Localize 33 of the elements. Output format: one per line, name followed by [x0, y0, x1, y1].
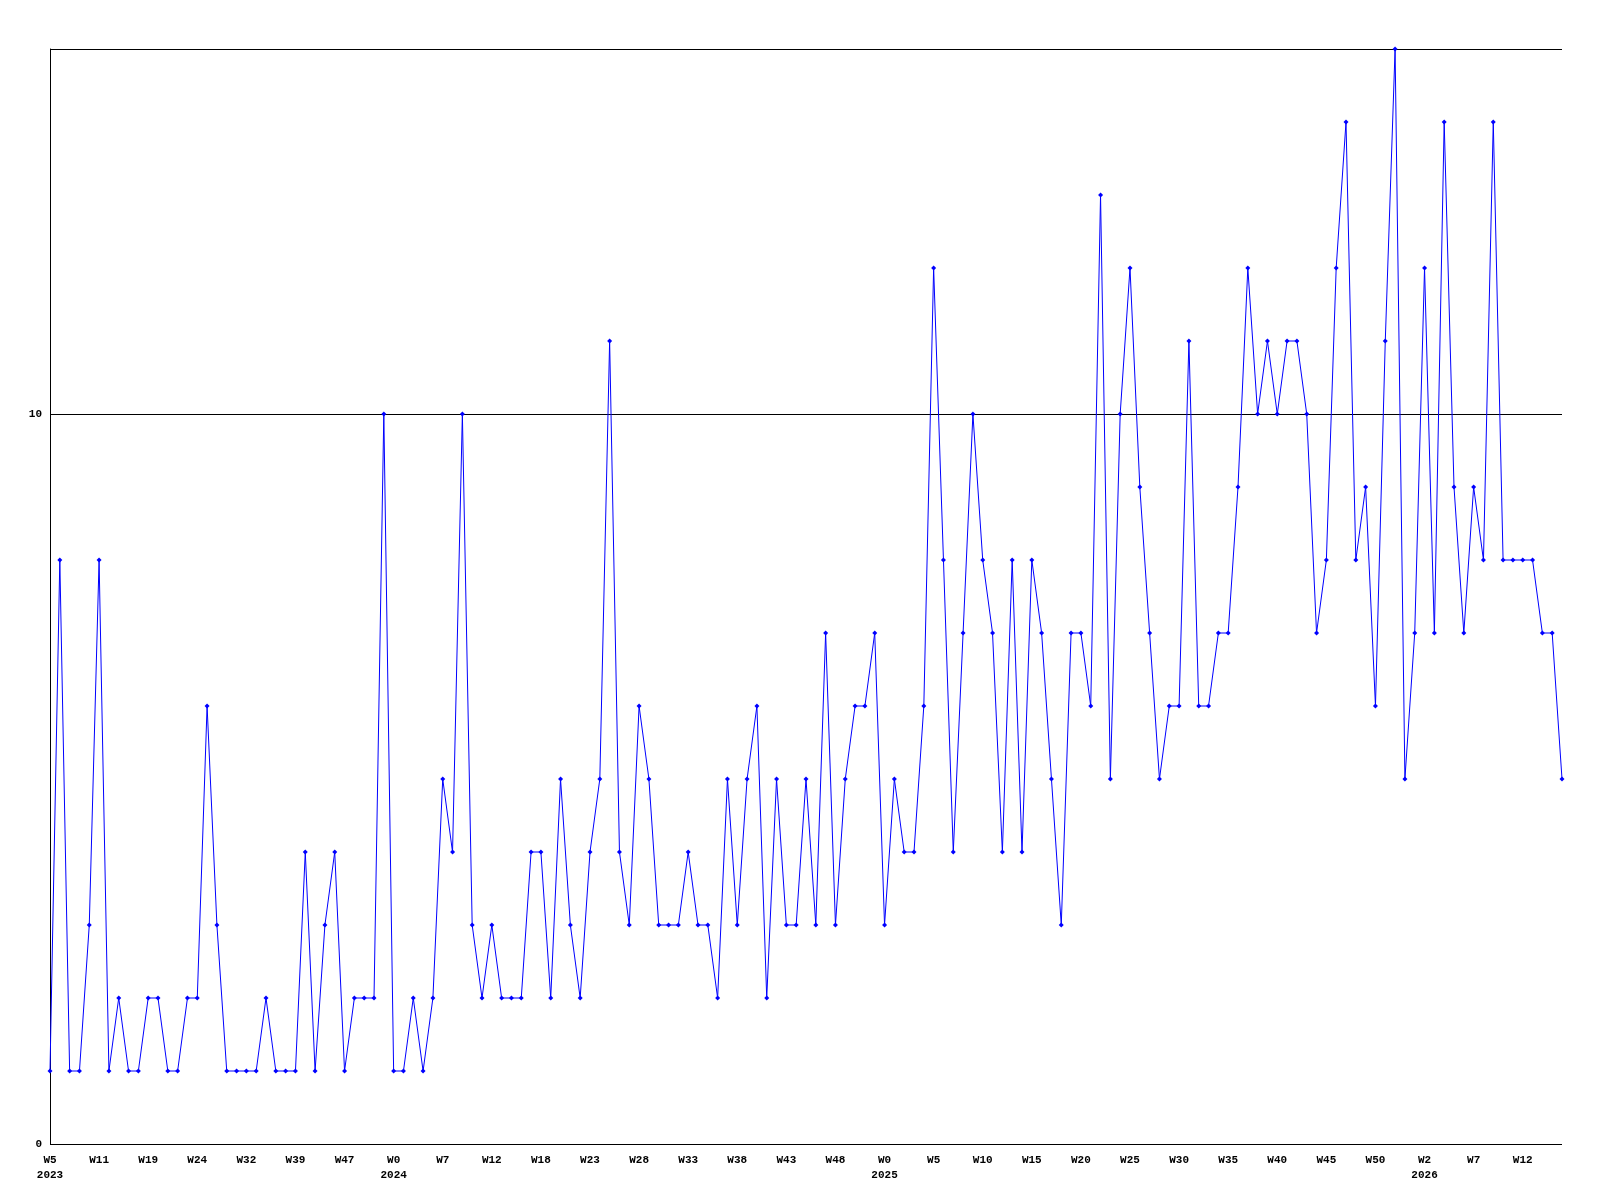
x-tick-label: W30 — [1169, 1153, 1189, 1166]
x-tick-label: W11 — [89, 1153, 110, 1166]
x-tick-label: W47 — [334, 1153, 355, 1166]
x-tick-label: W19 — [138, 1153, 159, 1166]
x-tick-label: W25 — [1120, 1153, 1141, 1166]
x-tick-label: W2 2026 — [1411, 1153, 1438, 1181]
x-tick-label: W43 — [776, 1153, 797, 1166]
x-tick-label: W10 — [972, 1153, 993, 1166]
y-tick-label: 10 — [28, 408, 42, 420]
x-tick-label: W45 — [1316, 1153, 1337, 1166]
x-tick-label: W50 — [1365, 1153, 1386, 1166]
y-tick-label: 0 — [35, 1138, 42, 1150]
x-tick-label: W33 — [678, 1153, 699, 1166]
x-tick-label: W48 — [825, 1153, 846, 1166]
x-tick-label: W32 — [236, 1153, 257, 1166]
x-tick-label: W15 — [1021, 1153, 1043, 1166]
x-tick-label: W12 — [1512, 1153, 1533, 1166]
x-tick-label: W24 — [187, 1153, 208, 1166]
x-tick-label: W39 — [285, 1153, 306, 1166]
x-tick-label: W5 — [927, 1153, 941, 1166]
x-tick-label: W5 2023 — [36, 1153, 64, 1181]
x-tick-label: W7 — [1467, 1153, 1481, 1166]
x-tick-label: W20 — [1071, 1153, 1091, 1166]
x-tick-label: W0 2024 — [380, 1153, 408, 1181]
x-tick-label: W12 — [481, 1153, 502, 1166]
x-tick-label: W35 — [1218, 1153, 1239, 1166]
x-tick-label: W28 — [629, 1153, 650, 1166]
x-tick-label: W0 2025 — [871, 1153, 899, 1181]
x-tick-label: W38 — [727, 1153, 748, 1166]
x-tick-label: W7 — [436, 1153, 450, 1166]
x-tick-label: W40 — [1267, 1153, 1288, 1166]
x-tick-label: W23 — [580, 1153, 601, 1166]
x-tick-label: W18 — [531, 1153, 552, 1166]
